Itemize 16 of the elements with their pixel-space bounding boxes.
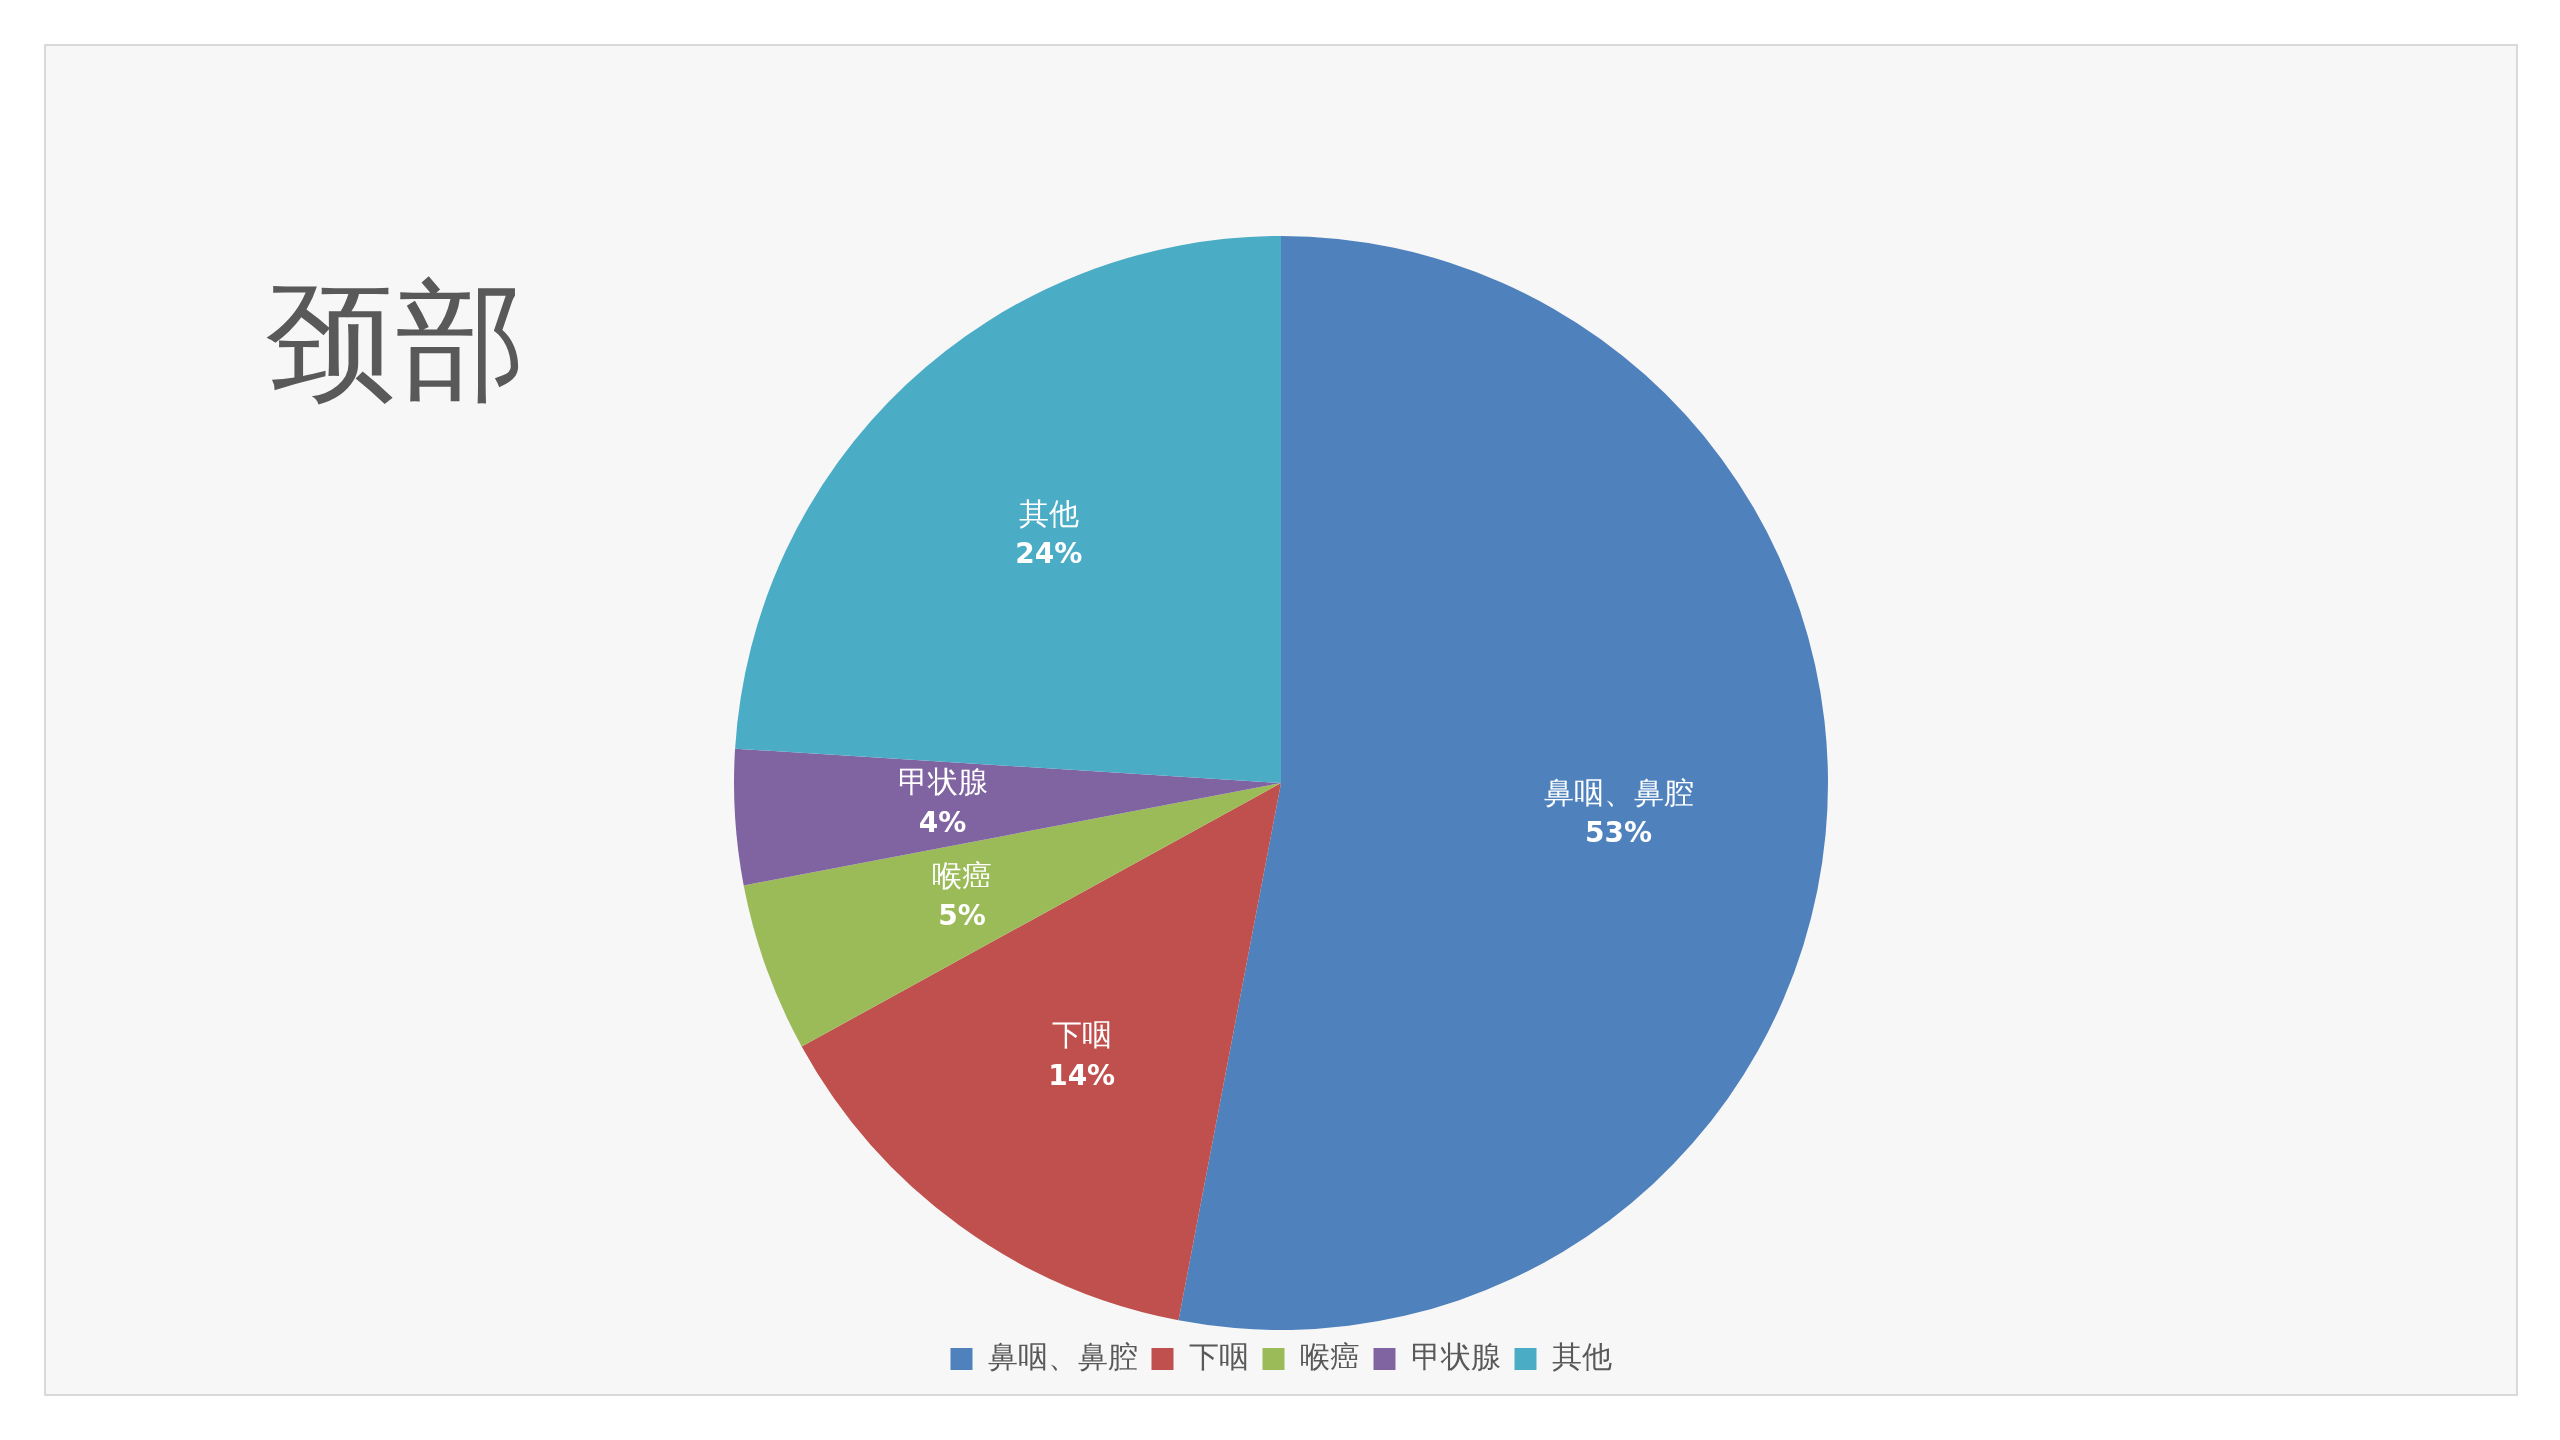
slice-label: 鼻咽、鼻腔 xyxy=(1543,774,1694,810)
legend-label: 下咽 xyxy=(1188,1338,1249,1374)
slice-label: 甲状腺 xyxy=(897,764,988,800)
data-label: 14% xyxy=(1048,1058,1116,1092)
slice-label: 下咽 xyxy=(1051,1017,1112,1053)
data-label: 5% xyxy=(938,899,986,933)
legend-label: 甲状腺 xyxy=(1410,1338,1501,1374)
legend-label: 喉癌 xyxy=(1299,1338,1360,1374)
legend-label: 鼻咽、鼻腔 xyxy=(987,1338,1138,1374)
data-label: 4% xyxy=(918,805,967,839)
data-label: 24% xyxy=(1015,537,1083,571)
data-label: 53% xyxy=(1585,816,1653,850)
slice-label: 其他 xyxy=(1018,495,1079,531)
legend-label: 其他 xyxy=(1551,1338,1612,1374)
slice-label: 喉癌 xyxy=(931,857,992,893)
chart-title: 颈部 xyxy=(266,265,526,417)
